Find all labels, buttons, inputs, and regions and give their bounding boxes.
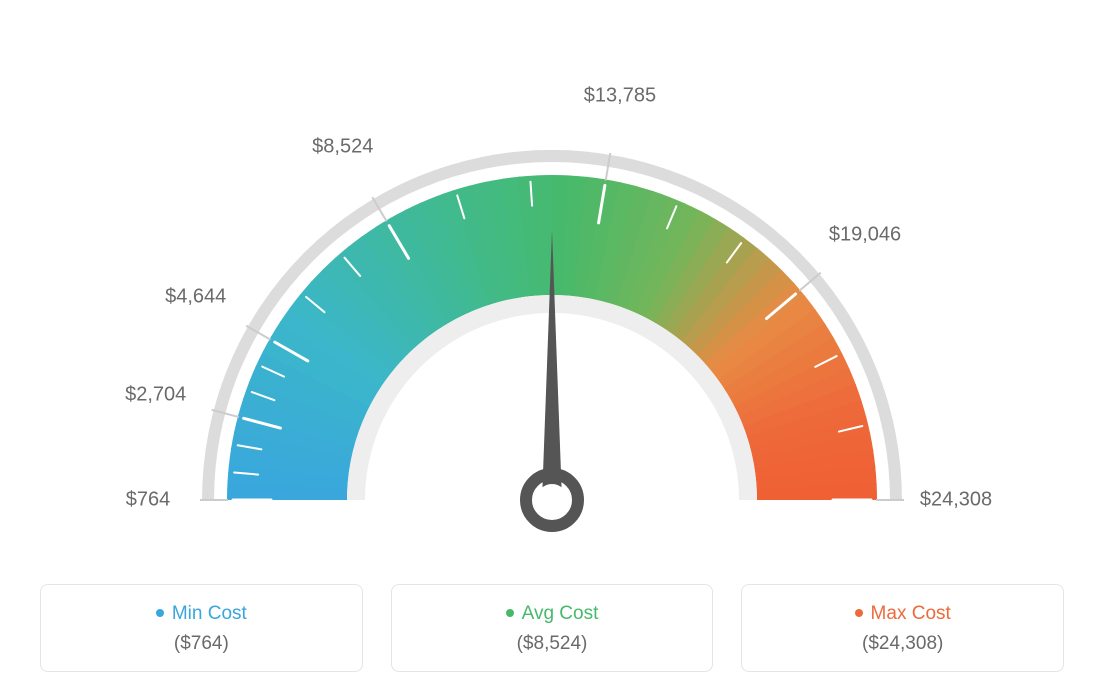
summary-cards: Min Cost ($764) Avg Cost ($8,524) Max Co…: [0, 584, 1104, 672]
dot-icon: [506, 609, 514, 617]
gauge-scale-label: $24,308: [920, 489, 992, 512]
gauge-chart: $764 $2,704 $4,644 $8,524 $13,785 $19,046 $24,…: [0, 0, 1104, 560]
gauge-svg: [0, 0, 1104, 560]
gauge-scale-label: $764: [126, 489, 171, 512]
card-title-text: Min Cost: [172, 603, 247, 624]
card-avg-cost: Avg Cost ($8,524): [391, 584, 714, 672]
card-title-text: Avg Cost: [522, 603, 599, 624]
gauge-scale-label: $4,644: [165, 286, 226, 309]
gauge-scale-label: $19,046: [829, 224, 901, 247]
gauge-scale-label: $2,704: [125, 384, 186, 407]
card-title-text: Max Cost: [871, 603, 951, 624]
card-title: Avg Cost: [402, 603, 703, 625]
dot-icon: [156, 609, 164, 617]
gauge-scale-label: $8,524: [312, 136, 373, 159]
card-max-cost: Max Cost ($24,308): [741, 584, 1064, 672]
card-min-cost: Min Cost ($764): [40, 584, 363, 672]
dot-icon: [855, 609, 863, 617]
card-title: Min Cost: [51, 603, 352, 625]
card-value: ($764): [51, 633, 352, 655]
card-value: ($8,524): [402, 633, 703, 655]
card-value: ($24,308): [752, 633, 1053, 655]
gauge-scale-label: $13,785: [584, 84, 656, 107]
card-title: Max Cost: [752, 603, 1053, 625]
